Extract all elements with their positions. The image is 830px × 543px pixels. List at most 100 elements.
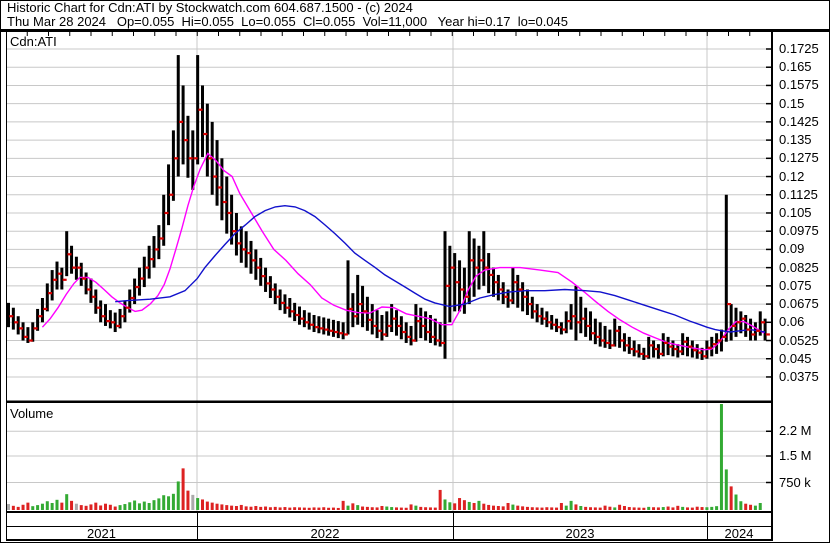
volume-bar [225, 505, 229, 510]
volume-bar [7, 504, 10, 510]
close-tick [639, 352, 644, 355]
price-bar [327, 318, 331, 336]
volume-bar [540, 507, 544, 510]
price-bar [443, 231, 447, 359]
price-bar [744, 315, 748, 337]
close-tick [659, 352, 664, 355]
price-tick-label: 0.0975 [779, 223, 819, 239]
close-tick [397, 324, 402, 328]
price-bar [642, 347, 646, 360]
price-bar [191, 130, 195, 190]
volume-bar [666, 506, 670, 510]
price-bar [288, 298, 292, 318]
close-tick [615, 329, 620, 332]
close-tick [761, 321, 766, 324]
close-tick [198, 108, 203, 111]
close-tick [528, 302, 533, 306]
price-bar [695, 344, 699, 359]
volume-bar [94, 502, 98, 510]
price-bar [622, 333, 626, 352]
close-tick [242, 248, 247, 251]
volume-bar [686, 507, 689, 510]
price-bar [506, 289, 510, 308]
price-bar [496, 274, 500, 301]
price-bar [555, 318, 559, 333]
price-bar [525, 289, 529, 316]
volume-bar [234, 505, 238, 510]
price-bar [36, 308, 40, 331]
close-tick [130, 296, 135, 300]
price-bar [133, 278, 137, 305]
volume-bar [584, 506, 588, 510]
close-tick [668, 345, 673, 348]
volume-bar [16, 506, 20, 510]
volume-bar [467, 501, 471, 510]
price-bar [472, 238, 476, 297]
volume-bar [506, 502, 510, 510]
volume-bar [656, 507, 660, 510]
price-bar [603, 325, 607, 348]
price-bar [210, 121, 214, 195]
price-bar [661, 333, 665, 357]
volume-bar [414, 505, 418, 510]
price-bar [70, 245, 74, 274]
volume-bar [477, 500, 481, 510]
close-tick [702, 355, 707, 358]
volume-bar [176, 481, 180, 510]
close-tick [741, 317, 746, 320]
chart-header-title: Historic Chart for Cdn:ATI by Stockwatch… [7, 0, 413, 15]
price-bar [254, 249, 258, 280]
close-tick [392, 317, 397, 320]
close-tick [402, 330, 407, 334]
volume-bar [608, 506, 612, 510]
price-bar [627, 336, 631, 354]
price-bar [395, 310, 398, 336]
close-tick [634, 350, 639, 353]
volume-bar [569, 500, 573, 510]
close-tick [116, 324, 120, 328]
volume-bar [647, 506, 651, 510]
close-tick [339, 332, 344, 335]
close-tick [746, 328, 751, 331]
volume-bar [26, 502, 30, 510]
volume-bar [564, 505, 568, 510]
price-bar [196, 55, 200, 165]
close-tick [271, 288, 276, 291]
close-tick [237, 242, 242, 245]
close-tick [426, 330, 431, 334]
volume-bar [21, 504, 25, 510]
close-tick [494, 281, 499, 284]
price-bar [351, 293, 355, 328]
close-tick [470, 259, 475, 262]
close-tick [179, 120, 184, 123]
year-label: 2022 [310, 526, 340, 541]
volume-bar [511, 504, 515, 510]
volume-bar [220, 504, 224, 510]
price-bar [312, 315, 316, 333]
volume-bar [395, 507, 398, 510]
close-tick [62, 278, 67, 281]
close-tick [91, 295, 96, 298]
price-bar [162, 194, 166, 246]
price-bar [608, 329, 612, 350]
volume-bar [36, 505, 40, 510]
close-tick [9, 315, 14, 318]
price-bar [569, 304, 573, 330]
volume-bar [104, 503, 107, 510]
close-tick [664, 341, 669, 345]
price-tick-label: 0.15 [779, 95, 805, 111]
volume-bar [201, 499, 204, 510]
close-tick [581, 317, 586, 320]
volume-bar [661, 507, 665, 510]
volume-bar [404, 507, 408, 510]
price-bar [724, 194, 728, 342]
close-tick [591, 332, 596, 335]
price-bar [652, 340, 656, 358]
price-bar [16, 316, 20, 335]
close-tick [407, 335, 411, 338]
price-bar [458, 260, 462, 312]
volume-bar [167, 496, 171, 510]
price-bar [65, 231, 69, 277]
volume-bar [336, 507, 340, 510]
